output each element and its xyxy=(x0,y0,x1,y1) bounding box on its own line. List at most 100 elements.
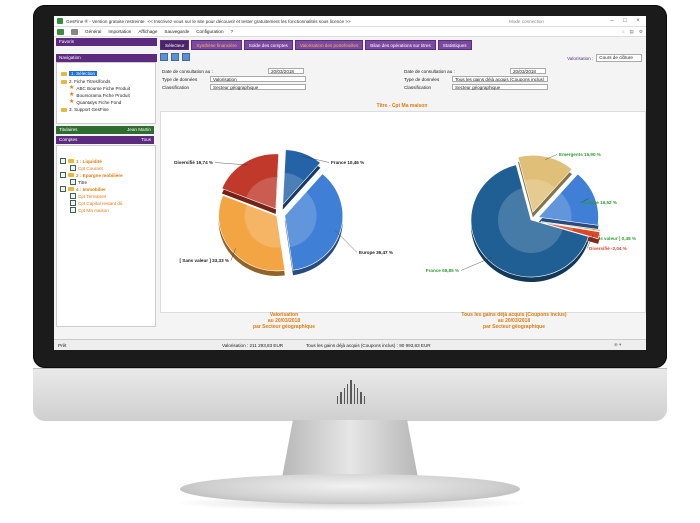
menu-affichage[interactable]: Affichage xyxy=(138,29,158,34)
tab-valorisation[interactable]: Valorisation des portefeuilles xyxy=(294,40,364,50)
pie-slice[interactable] xyxy=(282,149,321,206)
favoris-header[interactable]: Favoris xyxy=(56,38,157,46)
checkbox[interactable] xyxy=(70,207,76,213)
tab-selecteur[interactable]: Sélecteur xyxy=(160,40,190,50)
marquee-text[interactable]: << Inscrivez-vous sur le site pour décou… xyxy=(147,18,351,24)
table-icon[interactable] xyxy=(160,53,168,61)
pie-slice-highlight xyxy=(246,177,278,209)
tab-synthese[interactable]: Synthèse financière xyxy=(191,40,242,50)
print-icon[interactable]: ▤ xyxy=(629,28,634,34)
star-icon: ★ xyxy=(69,92,75,98)
chart-icon[interactable] xyxy=(182,53,190,61)
pie-slice[interactable] xyxy=(218,195,286,272)
account-immobilier[interactable]: 4 : Immobilier xyxy=(60,186,106,192)
class-select-left[interactable]: Secteur géographique xyxy=(210,84,306,90)
app-window: GesFine ® - Version gratuite restreinte … xyxy=(54,16,646,350)
star-icon: ★ xyxy=(69,85,75,91)
type-select-left[interactable]: Valorisation xyxy=(210,76,306,82)
back-button[interactable] xyxy=(57,28,64,35)
menu-sauvegarde[interactable]: Sauvegarde xyxy=(164,29,190,34)
slice-label: Europe 36,47 % xyxy=(359,250,393,255)
app-title: GesFine ® - Version gratuite restreinte xyxy=(66,18,145,24)
app-icon xyxy=(57,18,63,24)
type-select-right[interactable]: Tous les gains déjà acquis (Coupons incl… xyxy=(452,76,548,82)
tree-item-selection[interactable]: 1. Sélection xyxy=(61,71,98,76)
minimize-icon[interactable]: – xyxy=(610,18,614,24)
monitor-stand xyxy=(180,474,520,504)
chart-toolbar xyxy=(160,53,190,61)
pie-slice[interactable] xyxy=(221,153,279,210)
pie-slice[interactable] xyxy=(540,221,601,232)
folder-icon xyxy=(61,107,67,112)
tab-statistiques[interactable]: Statistiques xyxy=(437,40,472,50)
label-leader-line xyxy=(334,230,358,253)
account-terrasses[interactable]: Cpt Terrasses xyxy=(70,193,106,199)
class-select-right[interactable]: Secteur géographique xyxy=(452,84,548,90)
pie-slice[interactable] xyxy=(284,173,344,271)
tree-item-fiche[interactable]: 2. Fiche Titres/fonds xyxy=(61,79,110,84)
tab-solde[interactable]: Solde des comptes xyxy=(243,40,293,50)
pie-slice[interactable] xyxy=(517,154,573,213)
checkbox[interactable] xyxy=(70,200,76,206)
pie-slice-highlight xyxy=(524,179,555,213)
menu-general[interactable]: Général xyxy=(85,29,102,34)
pie-slice[interactable] xyxy=(537,173,599,226)
menu-help[interactable]: ? xyxy=(230,29,234,34)
tree-item-boursorama[interactable]: ★ Boursorama Fiche Produit xyxy=(69,92,130,98)
label-leader-line xyxy=(301,156,330,163)
date-field-right[interactable]: 20/03/2018 xyxy=(510,68,546,74)
maximize-icon[interactable]: □ xyxy=(623,18,627,24)
tree-item-support[interactable]: 3. Support GesFine xyxy=(61,107,109,112)
tree-item-abc-bourse[interactable]: ★ ABC Bourse Fiche Produit xyxy=(69,85,131,91)
checkbox[interactable] xyxy=(70,193,76,199)
status-bar: Prêt Valorisation : 211 293,83 EUR Tous … xyxy=(54,339,646,350)
checkbox[interactable] xyxy=(60,172,66,178)
label-leader-line xyxy=(460,257,493,271)
tree-item-quantalys[interactable]: ★ Quantalys Fiche Fond xyxy=(69,99,122,105)
date-field-left[interactable]: 20/03/2018 xyxy=(268,68,304,74)
pie-slice[interactable] xyxy=(540,222,601,240)
valorisation-dropdown[interactable]: Cours de clôture xyxy=(596,54,642,62)
folder-icon xyxy=(68,159,74,163)
tab-bilan[interactable]: Bilan des opérations sur titres xyxy=(365,40,436,50)
status-ready: Prêt xyxy=(58,342,67,348)
titulaires-header[interactable]: Titulaires Jean Martin xyxy=(56,126,154,134)
account-epargne[interactable]: 2 : Epargne mobilière xyxy=(60,172,123,178)
pie-slice-highlight xyxy=(244,204,282,248)
caption-left: Valorisation au 20/03/2018 par Secteur g… xyxy=(253,312,315,330)
pie-slice-highlight xyxy=(498,188,563,253)
title-bar: GesFine ® - Version gratuite restreinte … xyxy=(54,16,646,27)
navigation-header[interactable]: Navigation xyxy=(56,54,157,62)
toolbar-right: ⌂ ▤ ⚙ xyxy=(622,29,643,35)
settings-icon[interactable]: ⚙ xyxy=(638,28,643,34)
account-liquidite[interactable]: 1 : Liquidité xyxy=(60,158,102,164)
status-valorisation: Valorisation : 211 293,83 EUR xyxy=(222,342,284,348)
home-icon[interactable]: ⌂ xyxy=(621,28,625,34)
label-leader-line xyxy=(586,234,594,249)
account-titre[interactable]: Titre xyxy=(70,179,87,185)
tabs-bar: Sélecteur Synthèse financière Solde des … xyxy=(160,40,472,50)
label-leader-line xyxy=(214,162,248,166)
zoom-icon[interactable]: ⊕ ▾ xyxy=(614,342,622,347)
checkbox[interactable] xyxy=(60,186,66,192)
menu-bar: Général Importation Affichage Sauvegarde… xyxy=(54,27,646,37)
menu-configuration[interactable]: Configuration xyxy=(196,29,224,34)
charts-panel: France 10,46 % Europe 36,47 % [ Sans valeu… xyxy=(160,111,646,313)
pie-chart-2: Emergents 15,90 % Europe 16,52 % [ Sans va… xyxy=(426,152,636,282)
account-ma-maison[interactable]: Cpt Ma maison xyxy=(70,207,109,213)
checkbox[interactable] xyxy=(70,165,76,171)
folder-icon xyxy=(68,187,74,191)
comptes-header[interactable]: Comptes Tous xyxy=(56,136,154,144)
export-icon[interactable] xyxy=(171,53,179,61)
forward-button[interactable] xyxy=(71,28,78,35)
account-cpt-courant[interactable]: Cpt Courant xyxy=(70,165,103,171)
checkbox[interactable] xyxy=(60,158,66,164)
menu-importation[interactable]: Importation xyxy=(108,29,132,34)
status-gains: Tous les gains déjà acquis (Coupons incl… xyxy=(306,342,431,348)
checkbox[interactable] xyxy=(70,179,76,185)
star-icon: ★ xyxy=(69,99,75,105)
folder-icon xyxy=(61,71,67,76)
account-capital[interactable]: Cpt Capital restant dû xyxy=(70,200,122,206)
close-icon[interactable]: × xyxy=(636,18,640,24)
label-leader-line xyxy=(545,154,558,160)
